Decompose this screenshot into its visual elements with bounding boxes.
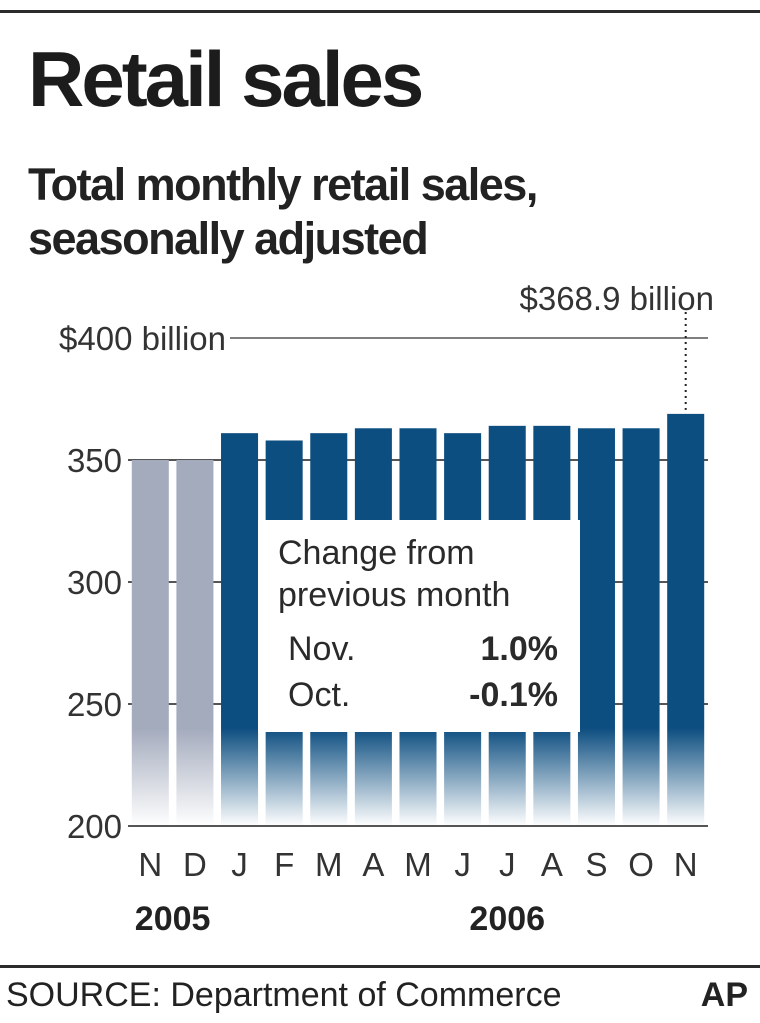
callout-row-value: -0.1% <box>469 676 558 714</box>
bar <box>221 433 259 826</box>
y-tick-label: 350 <box>67 442 122 479</box>
x-tick-label: N <box>138 846 162 883</box>
x-tick-label: S <box>585 846 607 883</box>
x-tick-label: M <box>315 846 343 883</box>
bottom-rule <box>0 965 760 968</box>
y-tick-label: 300 <box>67 564 122 601</box>
value-annotation: $368.9 billion <box>520 280 715 317</box>
top-rule <box>0 10 760 13</box>
x-tick-label: N <box>674 846 698 883</box>
credit-logo: AP <box>700 976 748 1014</box>
x-tick-label: J <box>231 846 248 883</box>
x-tick-label: D <box>183 846 207 883</box>
bar <box>176 460 214 826</box>
callout-row-label: Oct. <box>288 676 351 714</box>
x-tick-label: J <box>499 846 516 883</box>
bar <box>131 460 169 826</box>
x-tick-label: A <box>541 846 563 883</box>
x-tick-label: M <box>404 846 432 883</box>
y-tick-label: 250 <box>67 686 122 723</box>
year-label: 2005 <box>135 900 211 938</box>
callout-heading: Change from previous month <box>278 532 510 616</box>
chart-subtitle: Total monthly retail sales, seasonally a… <box>28 158 728 266</box>
x-tick-label: F <box>274 846 294 883</box>
year-label: 2006 <box>469 900 545 938</box>
y-tick-label: 200 <box>67 808 122 845</box>
y-tick-label: $400 billion <box>59 320 226 357</box>
callout-heading-line-1: Change from <box>278 534 475 572</box>
source-note: SOURCE: Department of Commerce <box>6 976 562 1014</box>
x-tick-label: A <box>362 846 384 883</box>
bar <box>577 428 615 826</box>
subtitle-line-1: Total monthly retail sales, <box>28 159 538 210</box>
change-callout-box: Change from previous month Nov. 1.0% Oct… <box>258 520 580 732</box>
chart-title: Retail sales <box>28 35 424 123</box>
subtitle-line-2: seasonally adjusted <box>28 213 429 264</box>
callout-heading-line-2: previous month <box>278 576 511 614</box>
x-tick-label: O <box>628 846 654 883</box>
bar <box>667 413 705 826</box>
callout-row-value: 1.0% <box>480 630 559 668</box>
bar <box>622 428 660 826</box>
x-tick-label: J <box>454 846 471 883</box>
callout-row-label: Nov. <box>288 630 356 668</box>
